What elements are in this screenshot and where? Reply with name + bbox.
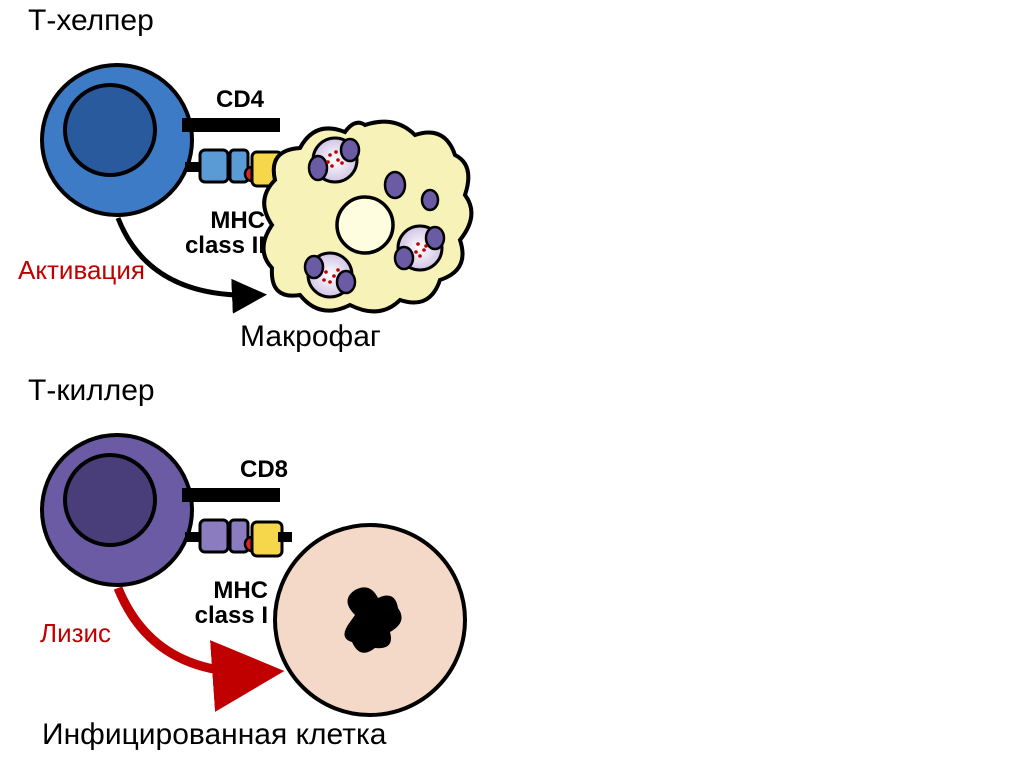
tcr-mhc-complex-2: [185, 520, 292, 556]
mhc1-line1: MHC: [168, 578, 268, 603]
mhc2-line2: class II: [155, 233, 265, 258]
cd8-coreceptor: [182, 488, 280, 502]
mhc2-line1: MHC: [155, 208, 265, 233]
vesicle-3: [305, 253, 355, 297]
blob-1: [385, 172, 405, 198]
t-helper-label: Т-хелпер: [28, 4, 154, 38]
mhc2-label: MHC class II: [155, 208, 265, 258]
t-killer-label: Т-киллер: [28, 374, 155, 408]
activation-label: Активация: [18, 255, 145, 286]
cd4-coreceptor: [182, 118, 280, 132]
infected-cell: [275, 525, 465, 715]
mhc1-line2: class I: [168, 603, 268, 628]
macrophage-cell: [264, 122, 472, 312]
cd8-label: CD8: [240, 456, 288, 484]
mhc1-label: MHC class I: [168, 578, 268, 628]
cd4-label: CD4: [216, 86, 264, 114]
t-killer-cell: [42, 435, 192, 585]
t-helper-cell: [42, 65, 192, 215]
blob-2: [422, 190, 438, 210]
infected-cell-label: Инфицированная клетка: [42, 718, 386, 752]
lysis-label: Лизис: [40, 618, 111, 649]
vesicle-2: [395, 226, 444, 270]
macrophage-label: Макрофаг: [240, 320, 381, 354]
